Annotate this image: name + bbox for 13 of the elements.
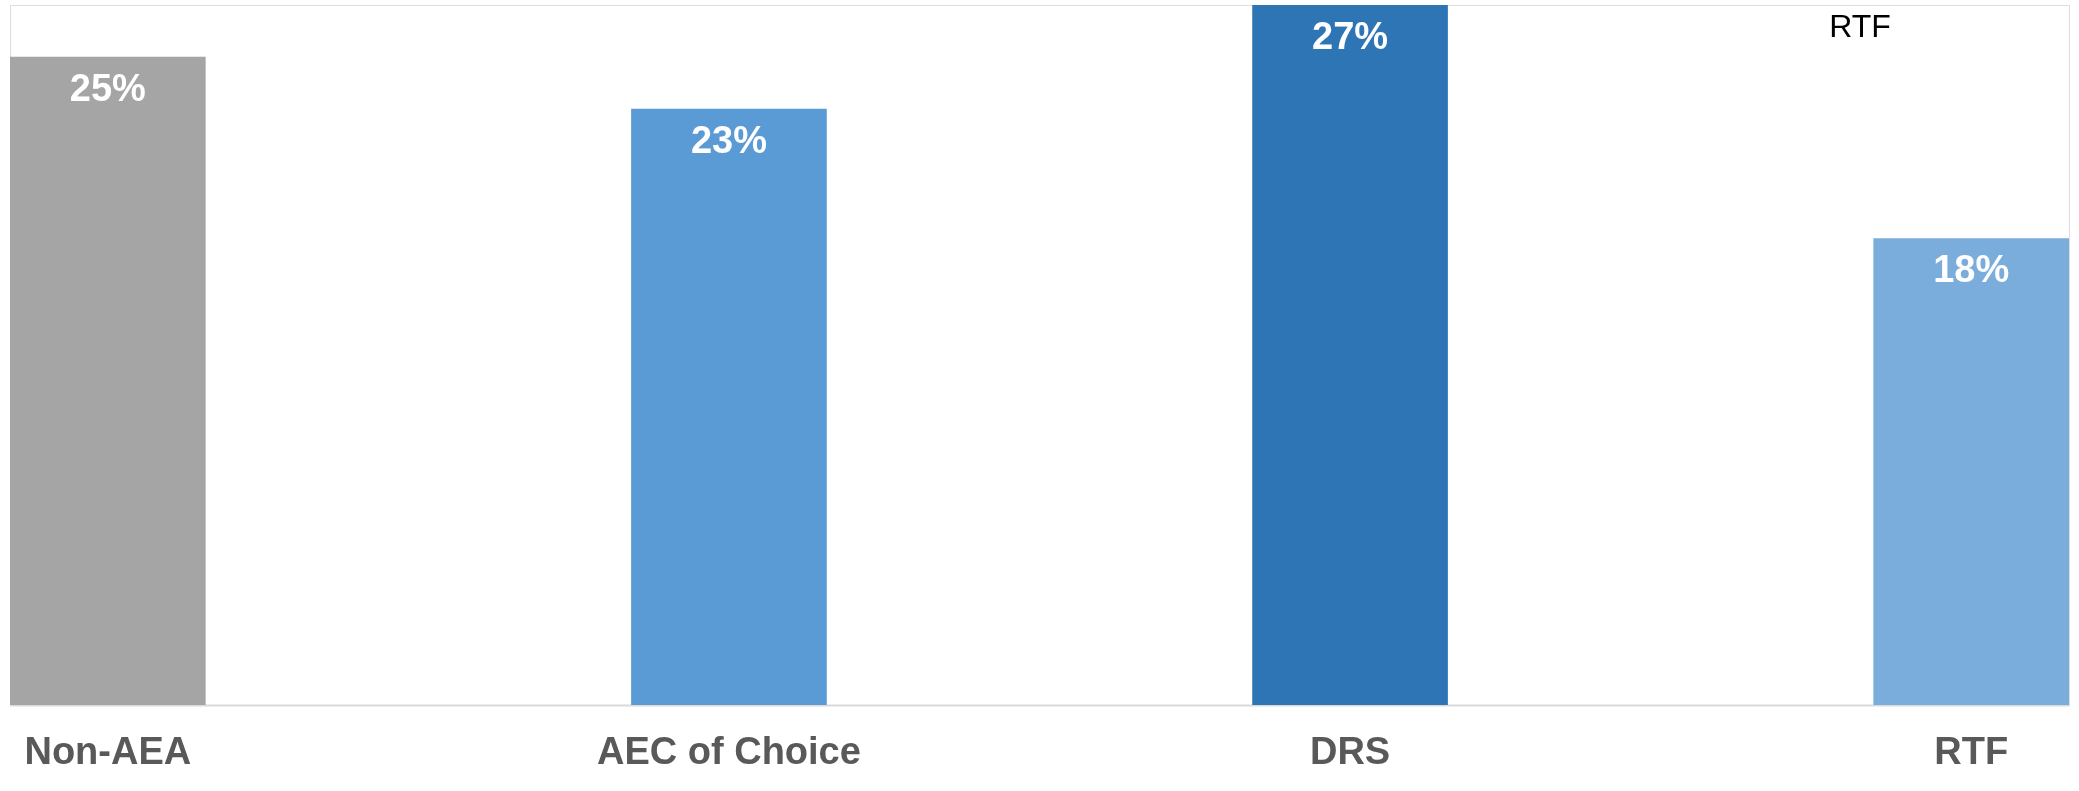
data-label: 27% <box>1312 15 1389 57</box>
bar <box>1873 238 2069 705</box>
data-label: 23% <box>690 118 767 161</box>
x-tick-label: RTF <box>1934 729 2009 772</box>
annotation: RTF <box>1829 8 1891 44</box>
bar <box>1252 5 1448 705</box>
x-tick-label: Non-AEA <box>24 729 192 772</box>
bar <box>631 108 827 705</box>
bar <box>10 56 206 705</box>
x-tick-label: DRS <box>1309 729 1391 772</box>
data-label: 25% <box>69 66 146 109</box>
x-tick-label: AEC of Choice <box>596 729 861 772</box>
data-label: 18% <box>1933 248 2010 291</box>
